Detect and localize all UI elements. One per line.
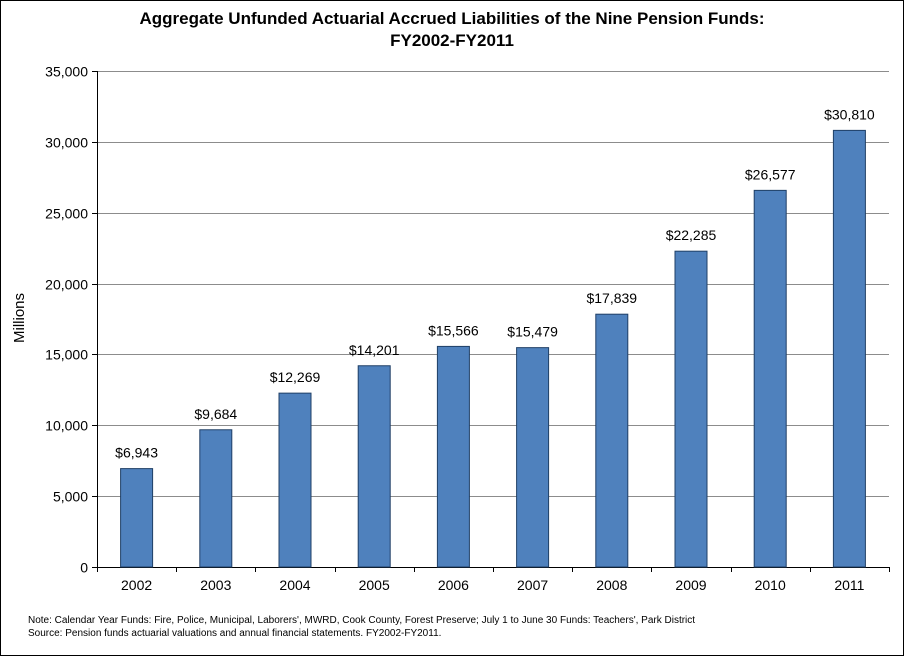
x-tick-label-2006: 2006 xyxy=(438,577,469,593)
y-tick-label: 5,000 xyxy=(53,489,88,505)
data-label-2011: $30,810 xyxy=(824,106,875,122)
bar-2005 xyxy=(357,365,391,568)
bars xyxy=(120,129,866,568)
bar-2004 xyxy=(278,392,312,568)
data-label-2003: $9,684 xyxy=(194,406,237,422)
x-tick-label-2010: 2010 xyxy=(755,577,786,593)
x-tick-label-2005: 2005 xyxy=(359,577,390,593)
chart-title-line-2: FY2002-FY2011 xyxy=(390,31,514,50)
data-label-2009: $22,285 xyxy=(666,227,717,243)
bar-2008 xyxy=(595,313,629,568)
bar-2007 xyxy=(516,347,550,568)
x-tick-label-2004: 2004 xyxy=(279,577,310,593)
bar-2011 xyxy=(832,129,866,568)
x-tick-label-2011: 2011 xyxy=(834,577,864,593)
y-tick-label: 30,000 xyxy=(45,135,88,151)
x-tick-labels: 2002 2003 2004 2005 2006 2007 2008 2009 2010 2011 xyxy=(121,577,865,593)
bar-2009 xyxy=(674,250,708,568)
data-label-2010: $26,577 xyxy=(745,166,796,182)
data-label-2004: $12,269 xyxy=(270,369,321,385)
data-label-2006: $15,566 xyxy=(428,322,479,338)
y-tick-label: 25,000 xyxy=(45,206,88,222)
y-tick-label: 20,000 xyxy=(45,277,88,293)
data-labels: $6,943 $9,684 $12,269 $14,201 $15,566 $15,479… xyxy=(115,106,875,460)
x-tick-label-2008: 2008 xyxy=(596,577,627,593)
bar-2006 xyxy=(436,345,470,568)
y-tick-label: 15,000 xyxy=(45,347,88,363)
x-tick-label-2002: 2002 xyxy=(121,577,152,593)
chart-title-line-1: Aggregate Unfunded Actuarial Accrued Lia… xyxy=(139,9,765,28)
data-label-2008: $17,839 xyxy=(586,290,637,306)
y-tick-labels: 0 5,000 10,000 15,000 20,000 25,000 30,000 35,0… xyxy=(45,64,88,576)
chart-title: Aggregate Unfunded Actuarial Accrued Lia… xyxy=(0,8,904,52)
y-tick-label: 0 xyxy=(80,560,88,576)
x-tick-label-2007: 2007 xyxy=(517,577,548,593)
y-axis-label: Millions xyxy=(11,293,28,343)
data-label-2002: $6,943 xyxy=(115,445,158,461)
y-tick-label: 10,000 xyxy=(45,418,88,434)
footnotes: Note: Calendar Year Funds: Fire, Police,… xyxy=(28,614,695,640)
x-tick-label-2009: 2009 xyxy=(675,577,706,593)
bar-2002 xyxy=(120,468,154,568)
note-text: Note: Calendar Year Funds: Fire, Police,… xyxy=(28,615,696,626)
y-tick-label: 35,000 xyxy=(45,64,88,80)
data-label-2005: $14,201 xyxy=(349,342,400,358)
x-tick-label-2003: 2003 xyxy=(200,577,231,593)
bar-2003 xyxy=(199,429,233,568)
source-text: Source: Pension funds actuarial valuatio… xyxy=(28,628,442,639)
data-label-2007: $15,479 xyxy=(507,324,558,340)
bar-2010 xyxy=(753,189,787,568)
